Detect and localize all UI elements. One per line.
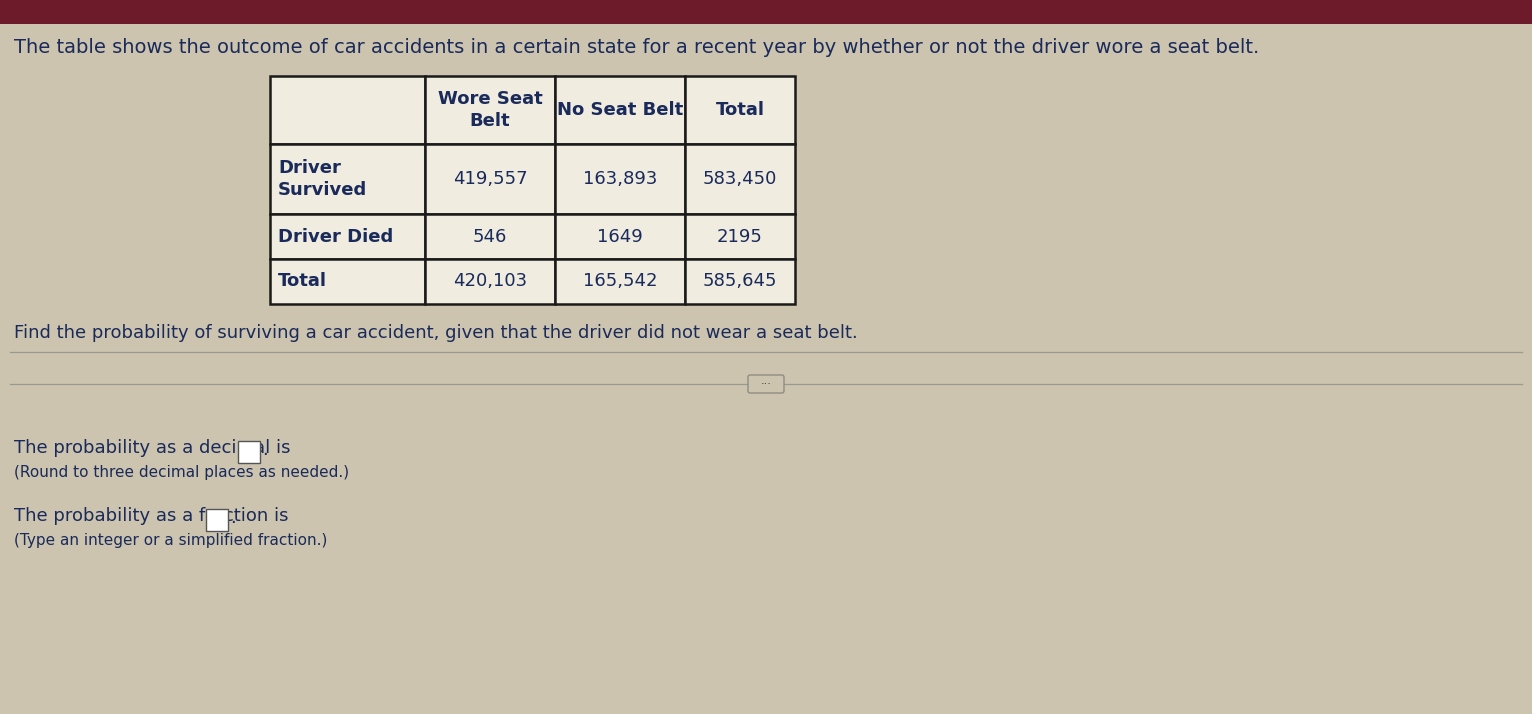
Bar <box>205 509 228 531</box>
Bar <box>424 214 555 259</box>
Text: Wore Seat
Belt: Wore Seat Belt <box>438 90 542 130</box>
Bar <box>424 259 555 304</box>
Bar <box>424 76 555 144</box>
Bar <box>270 259 424 304</box>
Text: 163,893: 163,893 <box>582 170 657 188</box>
Bar <box>555 76 685 144</box>
Bar <box>270 214 424 259</box>
Text: 546: 546 <box>473 228 507 246</box>
Text: .: . <box>262 441 268 459</box>
Text: 165,542: 165,542 <box>582 273 657 291</box>
Text: The probability as a fraction is: The probability as a fraction is <box>14 507 288 525</box>
Bar <box>685 76 795 144</box>
Text: 585,645: 585,645 <box>703 273 777 291</box>
Bar <box>685 259 795 304</box>
Bar <box>270 144 424 214</box>
Bar <box>685 214 795 259</box>
Text: 2195: 2195 <box>717 228 763 246</box>
Text: 583,450: 583,450 <box>703 170 777 188</box>
Bar <box>555 214 685 259</box>
Text: Total: Total <box>715 101 764 119</box>
Text: Find the probability of surviving a car accident, given that the driver did not : Find the probability of surviving a car … <box>14 324 858 342</box>
Text: Driver Died: Driver Died <box>277 228 394 246</box>
Text: Driver
Survived: Driver Survived <box>277 159 368 199</box>
Bar <box>237 441 260 463</box>
Bar <box>555 144 685 214</box>
Bar <box>270 76 424 144</box>
Text: 420,103: 420,103 <box>453 273 527 291</box>
Text: 1649: 1649 <box>597 228 643 246</box>
Text: ···: ··· <box>760 379 772 389</box>
Text: (Round to three decimal places as needed.): (Round to three decimal places as needed… <box>14 465 349 480</box>
Text: 419,557: 419,557 <box>452 170 527 188</box>
Text: .: . <box>230 509 236 527</box>
FancyBboxPatch shape <box>748 375 784 393</box>
Text: Total: Total <box>277 273 326 291</box>
Text: The table shows the outcome of car accidents in a certain state for a recent yea: The table shows the outcome of car accid… <box>14 38 1259 57</box>
Bar <box>424 144 555 214</box>
Text: The probability as a decimal is: The probability as a decimal is <box>14 439 291 457</box>
Bar <box>685 144 795 214</box>
Bar <box>0 0 1532 24</box>
Bar <box>555 259 685 304</box>
Text: No Seat Belt: No Seat Belt <box>556 101 683 119</box>
Text: (Type an integer or a simplified fraction.): (Type an integer or a simplified fractio… <box>14 533 328 548</box>
